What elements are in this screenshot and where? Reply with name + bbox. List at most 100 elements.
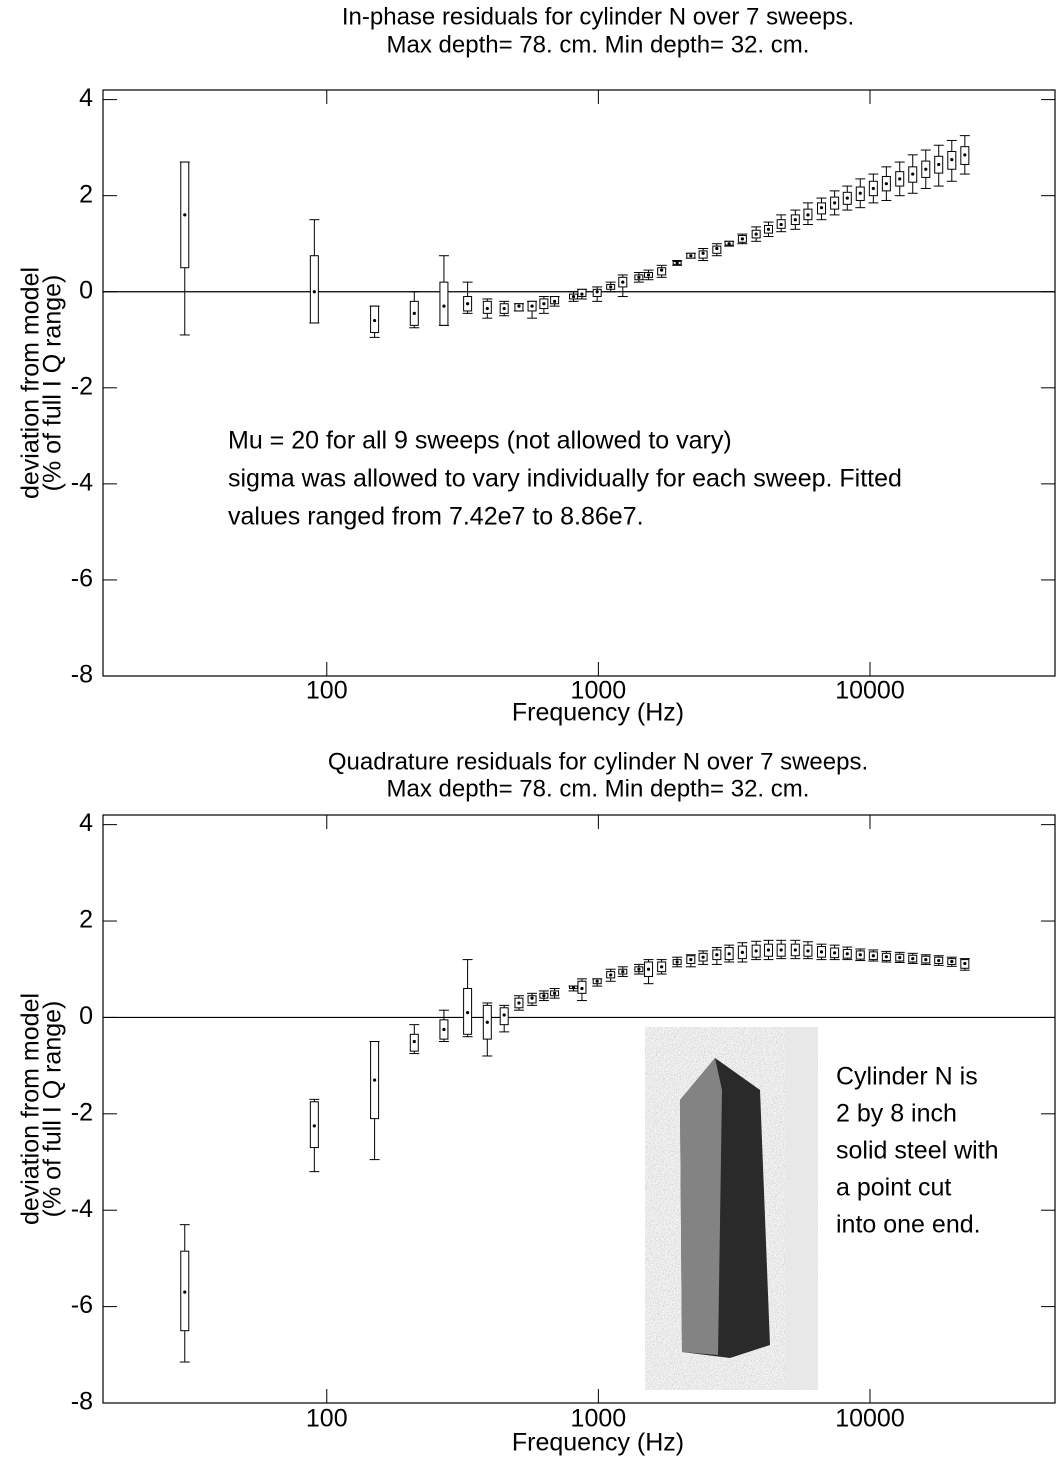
median-dot [806,949,810,953]
y-axis-label: deviation from model [17,993,45,1225]
y-tick-label: 0 [79,1002,93,1030]
box-plot [549,988,560,999]
box-plot [605,281,616,293]
median-dot [871,954,875,958]
median-dot [373,1078,377,1082]
x-tick-label: 1000 [571,1405,627,1433]
median-dot [580,986,584,991]
box-plot [568,985,579,992]
plot-frame [102,89,1056,677]
median-dot [845,196,849,200]
box-plot [605,968,616,982]
box-plot [369,1041,380,1161]
median-dot [898,956,902,960]
x-tick-label: 100 [306,1405,348,1433]
median-dot [553,991,557,995]
box-plot [179,1224,190,1363]
box-plot [549,296,560,307]
annotation: Cylinder N is [836,1063,978,1091]
median-dot [517,1001,521,1005]
median-dot [183,1290,187,1294]
median-dot [884,182,888,186]
photo-ruler [785,1027,818,1390]
cylinder-photo [645,1027,818,1390]
chart-title: In-phase residuals for cylinder N over 7… [342,3,854,30]
median-dot [950,158,954,162]
median-dot [312,1124,316,1128]
median-dot [312,290,316,294]
median-dot [621,280,625,284]
box-plot [959,135,970,175]
y-tick-label: 2 [79,180,93,208]
median-dot [924,957,928,962]
box-plot [855,948,866,962]
box-plot [959,958,970,971]
median-dot [727,242,731,246]
box-plot [656,264,667,278]
box-plot [763,221,774,237]
median-dot [542,994,546,998]
box-plot [527,992,538,1006]
box-plot [685,954,696,968]
median-dot [502,1013,506,1017]
median-dot [715,953,719,957]
x-tick-label: 1000 [571,677,627,705]
median-dot [485,1020,489,1024]
median-dot [950,959,954,964]
x-axis-label: Frequency (Hz) [512,699,684,727]
annotation: Mu = 20 for all 9 sweeps (not allowed to… [228,427,732,455]
box-plot [672,956,683,968]
box-plot [568,291,579,302]
y-tick-label: -4 [71,468,93,496]
median-dot [595,979,599,983]
box-plot [894,161,905,197]
median-dot [701,251,705,255]
median-dot [621,970,625,974]
median-dot [727,952,731,956]
annotation: solid steel with [836,1137,999,1165]
box-plot [438,255,449,326]
median-dot [553,299,557,303]
median-dot [833,201,837,205]
y-tick-label: -4 [71,1195,93,1223]
box-plot [538,296,549,314]
median-dot [466,1011,470,1015]
box-plot [802,941,813,960]
box-plot [737,942,748,963]
median-dot [884,955,888,959]
box-plot [672,260,683,266]
box-plot [802,202,813,225]
chart-title: Quadrature residuals for cylinder N over… [328,748,868,775]
plot-frame [102,814,1056,1404]
median-dot [858,953,862,957]
box-plot [790,939,801,960]
box-plot [711,243,722,257]
box-plot [868,173,879,204]
box-plot [576,288,587,300]
y-tick-label: 0 [79,276,93,304]
median-dot [924,167,928,171]
y-tick-label: -8 [71,661,93,689]
box-plot [576,978,587,1002]
box-plot [894,951,905,963]
box-plot [737,233,748,245]
box-plot [881,166,892,201]
x-tick-label: 100 [306,677,348,705]
median-dot [845,952,849,956]
y-tick-label: -6 [71,1291,93,1319]
median-dot [442,304,446,308]
box-plot [751,940,762,961]
median-dot [779,948,783,952]
median-dot [689,957,693,962]
box-plot [643,269,654,281]
median-dot [819,206,824,210]
box-plot [499,1004,510,1033]
box-plot [816,197,827,221]
median-dot [595,290,599,294]
median-dot [637,967,641,971]
box-plot [842,946,853,961]
median-dot [675,261,679,265]
median-dot [963,961,967,966]
median-dot [715,246,719,251]
